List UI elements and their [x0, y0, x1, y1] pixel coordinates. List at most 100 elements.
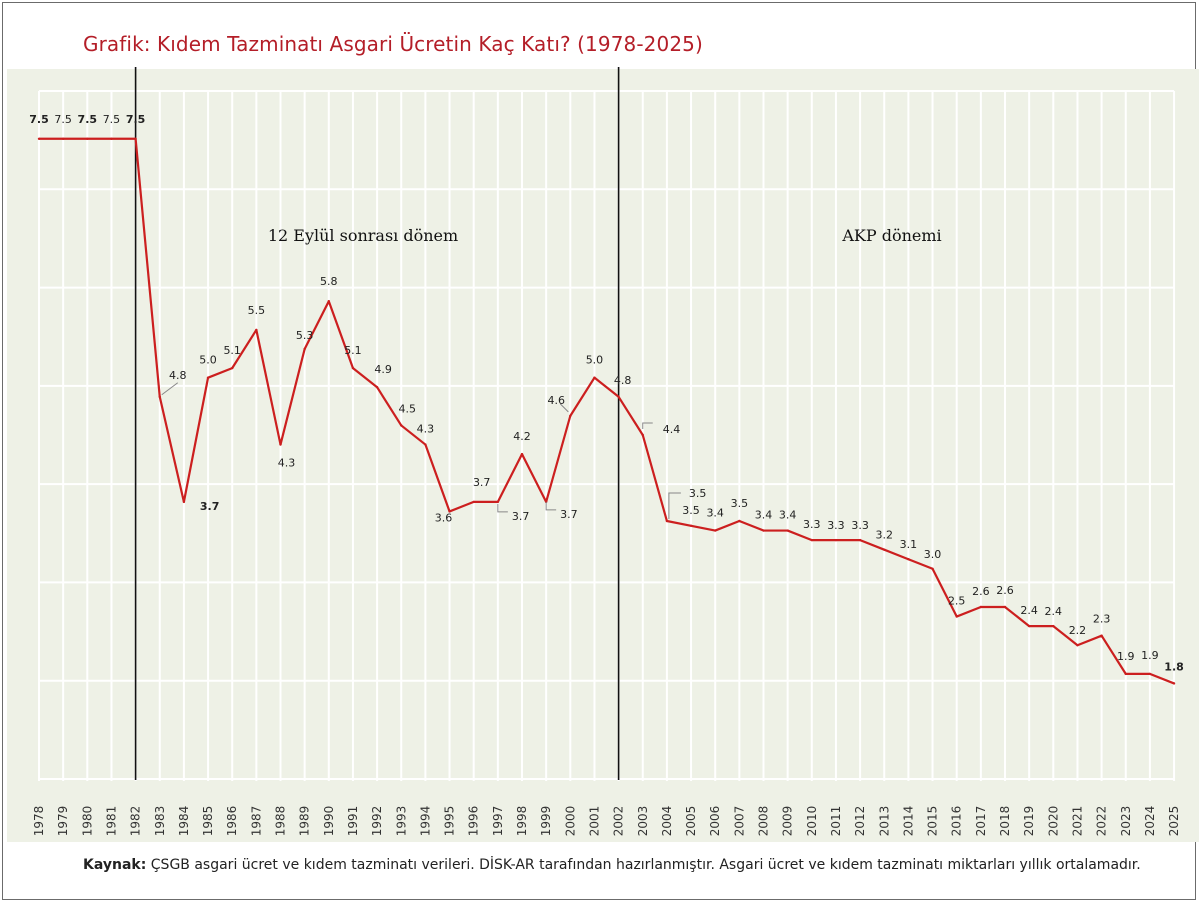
- x-tick-label: 2022: [1095, 806, 1109, 837]
- x-tick-label: 2007: [732, 806, 746, 837]
- x-tick-label: 1990: [322, 806, 336, 837]
- data-point: [303, 347, 306, 351]
- data-point: [520, 452, 524, 456]
- x-tick-label: 1978: [32, 806, 46, 837]
- data-label: 2.4: [1020, 604, 1038, 617]
- x-tick-label: 1985: [201, 806, 215, 837]
- data-label: 4.4: [663, 423, 681, 436]
- data-label-leader: [559, 403, 569, 413]
- plot-area: [7, 69, 1199, 842]
- x-tick-label: 1989: [298, 806, 312, 837]
- data-point: [182, 500, 186, 504]
- data-point: [134, 137, 137, 140]
- data-point: [400, 424, 403, 427]
- x-tick-label: 1980: [80, 806, 94, 837]
- data-label: 4.5: [399, 402, 417, 415]
- data-label: 3.3: [827, 519, 845, 532]
- data-label: 3.4: [706, 507, 724, 520]
- data-label: 3.6: [435, 511, 453, 524]
- data-label: 1.9: [1141, 649, 1159, 662]
- x-tick-label: 2004: [660, 806, 674, 837]
- x-tick-label: 2023: [1119, 806, 1133, 837]
- x-tick-label: 1993: [394, 806, 408, 837]
- x-tick-label: 2021: [1070, 806, 1084, 837]
- x-tick-label: 2000: [563, 806, 577, 837]
- chart-title: Grafik: Kıdem Tazminatı Asgari Ücretin K…: [83, 32, 703, 56]
- data-label: 4.3: [278, 457, 296, 470]
- x-tick-label: 1997: [491, 806, 505, 837]
- data-label: 3.1: [900, 538, 918, 551]
- data-label: 3.7: [473, 476, 491, 489]
- data-point: [810, 538, 813, 542]
- data-label: 2.2: [1069, 624, 1087, 637]
- data-label: 4.3: [417, 423, 435, 436]
- data-point: [424, 443, 427, 446]
- x-tick-label: 1998: [515, 806, 529, 837]
- data-point: [1076, 644, 1079, 647]
- data-point: [279, 443, 282, 446]
- data-label: 5.8: [320, 275, 338, 288]
- data-label: 4.8: [169, 369, 187, 382]
- x-tick-label: 2014: [901, 806, 915, 837]
- data-label: 3.3: [851, 519, 869, 532]
- data-label: 4.2: [513, 430, 531, 443]
- data-point: [617, 395, 620, 398]
- data-point: [955, 615, 958, 618]
- source-label: Kaynak:: [83, 857, 147, 873]
- data-point: [255, 328, 258, 332]
- data-point: [931, 567, 934, 570]
- data-label: 7.5: [29, 113, 49, 126]
- x-tick-label: 2001: [587, 806, 601, 837]
- x-tick-label: 2013: [877, 806, 891, 837]
- x-tick-label: 1999: [539, 806, 553, 837]
- x-tick-label: 2020: [1046, 806, 1060, 837]
- data-point: [714, 529, 717, 532]
- data-point: [786, 529, 789, 532]
- data-label: 7.5: [54, 113, 72, 126]
- x-tick-label: 2006: [708, 806, 722, 837]
- data-point: [158, 395, 161, 398]
- data-point: [593, 376, 596, 379]
- data-point: [448, 510, 451, 513]
- data-point: [375, 386, 379, 389]
- data-label: 3.7: [560, 508, 578, 521]
- x-tick-label: 1986: [225, 806, 239, 837]
- data-label: 3.5: [689, 487, 707, 500]
- data-point: [689, 524, 693, 527]
- data-label: 3.5: [731, 497, 749, 510]
- data-point: [858, 538, 862, 542]
- data-point: [907, 558, 910, 561]
- data-label: 2.3: [1093, 613, 1111, 626]
- x-tick-label: 2025: [1167, 806, 1181, 837]
- data-point: [883, 548, 886, 551]
- data-label-leader: [161, 382, 179, 396]
- data-label: 5.0: [199, 354, 217, 367]
- data-label: 2.5: [948, 595, 966, 608]
- period-annotation: AKP dönemi: [841, 226, 941, 245]
- x-tick-label: 1982: [129, 806, 143, 837]
- data-label: 5.1: [344, 344, 362, 357]
- data-point: [351, 366, 355, 370]
- data-point: [37, 137, 41, 140]
- data-label: 3.5: [682, 504, 700, 517]
- data-label-leader: [545, 501, 557, 511]
- x-tick-label: 1991: [346, 806, 360, 837]
- data-label: 3.4: [779, 509, 797, 522]
- x-tick-label: 1983: [153, 806, 167, 837]
- data-label: 7.5: [126, 113, 146, 126]
- x-tick-label: 1995: [443, 806, 457, 837]
- x-tick-label: 2011: [829, 806, 843, 837]
- data-label: 7.5: [78, 113, 98, 126]
- data-point: [1052, 624, 1055, 628]
- data-label: 1.9: [1117, 650, 1135, 663]
- x-tick-label: 1992: [370, 806, 384, 837]
- data-point: [231, 366, 234, 370]
- data-label: 2.6: [972, 585, 990, 598]
- data-point: [496, 500, 500, 504]
- x-tick-label: 1981: [104, 806, 118, 837]
- data-point: [762, 529, 765, 532]
- x-tick-label: 1987: [249, 806, 263, 837]
- source-text: ÇSGB asgari ücret ve kıdem tazminatı ver…: [150, 857, 1141, 873]
- data-point: [206, 376, 210, 379]
- data-label: 2.6: [996, 584, 1014, 597]
